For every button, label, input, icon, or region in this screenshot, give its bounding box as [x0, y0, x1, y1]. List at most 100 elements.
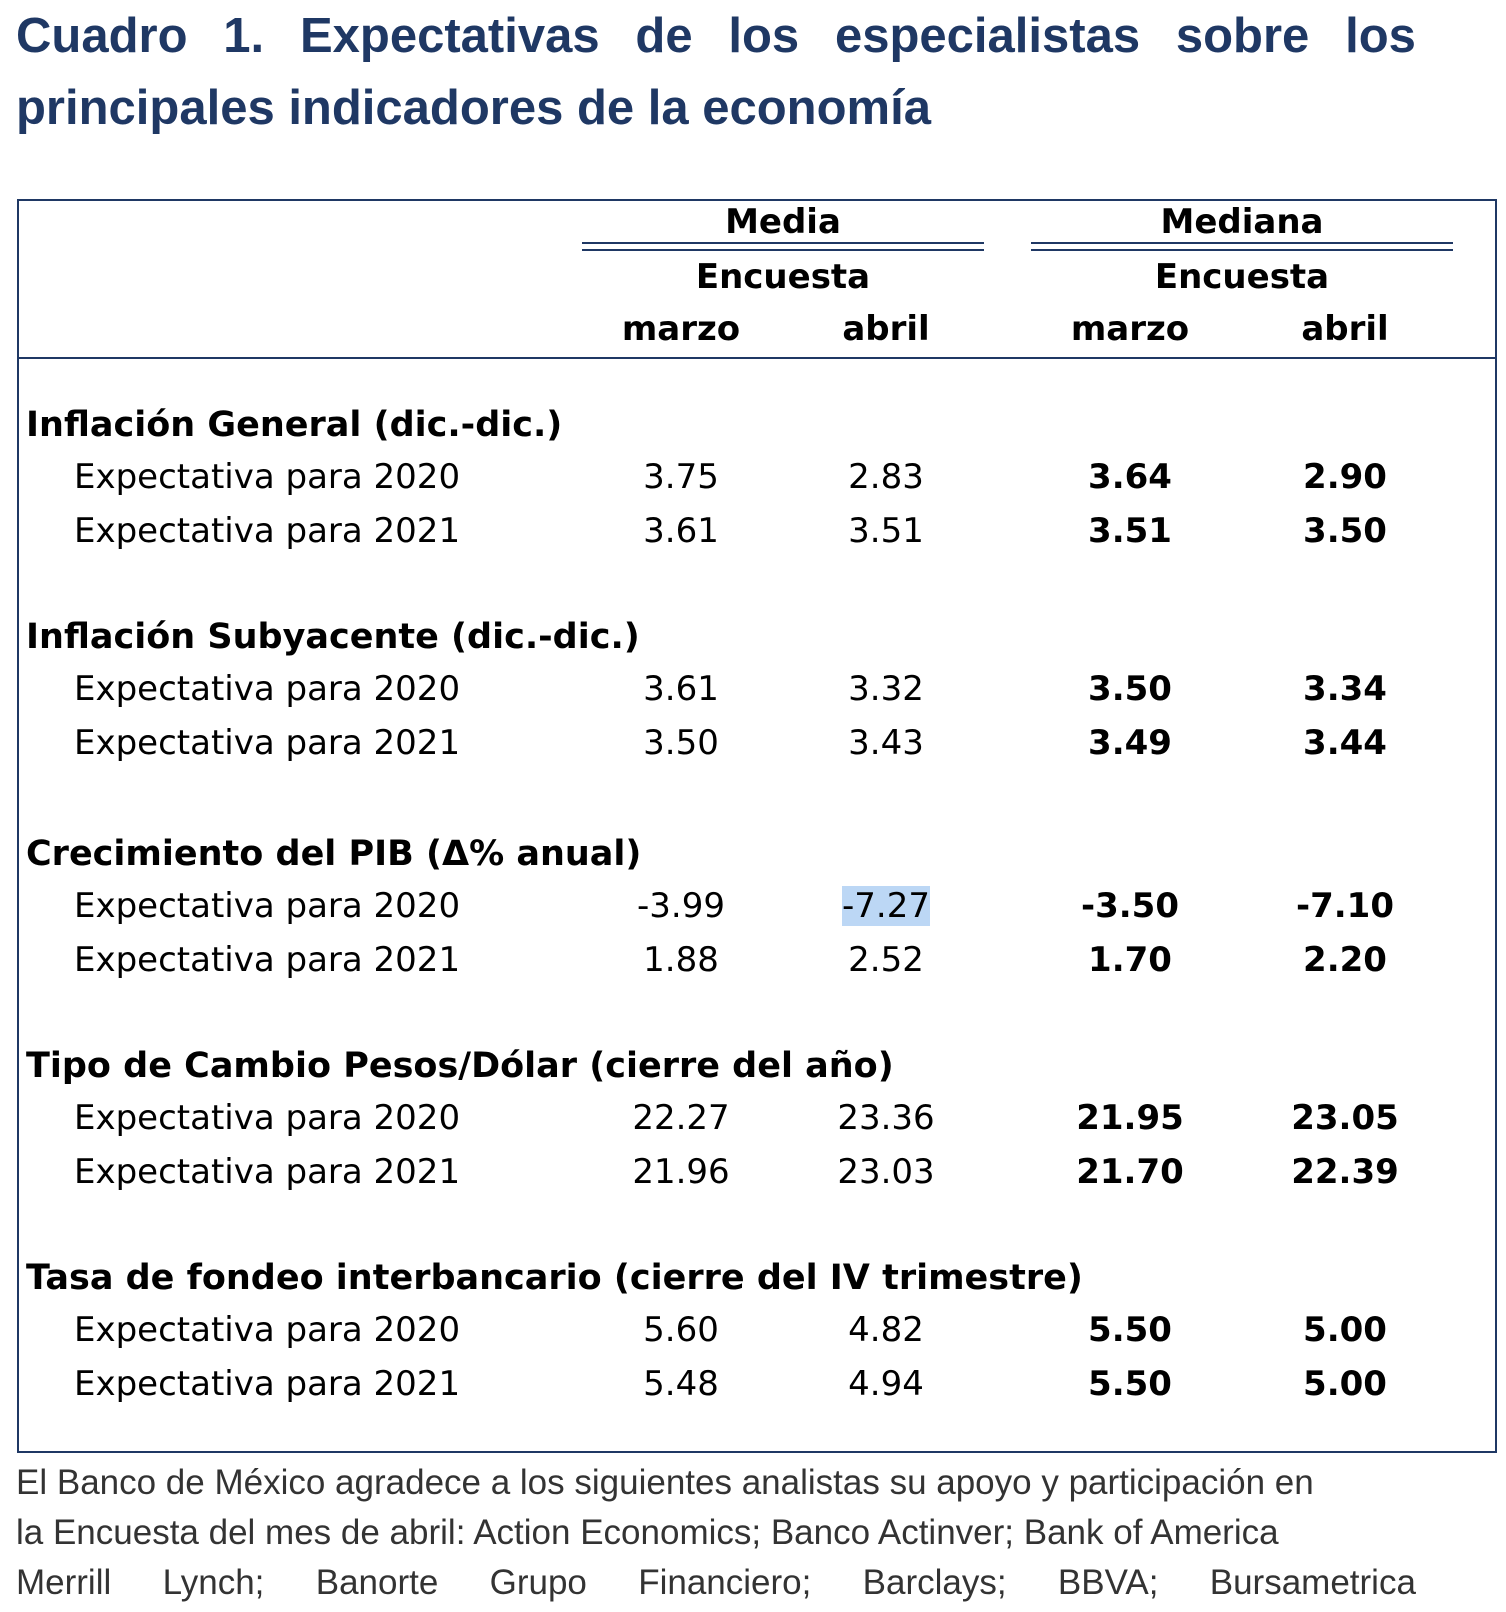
table-cell: 3.61 — [601, 669, 761, 709]
header-media-abril: abril — [842, 309, 930, 349]
cell-value: 3.44 — [1303, 723, 1387, 763]
table-cell: 3.51 — [1050, 511, 1210, 551]
table-cell: 21.95 — [1050, 1098, 1210, 1138]
table-cell: 23.05 — [1265, 1098, 1425, 1138]
table-cell: 21.96 — [601, 1152, 761, 1192]
table-cell: 1.88 — [601, 940, 761, 980]
table-cell: 5.48 — [601, 1364, 761, 1404]
table-cell: 5.50 — [1050, 1310, 1210, 1350]
footnote-line-3: Merrill Lynch; Banorte Grupo Financiero; Barc… — [16, 1558, 1416, 1608]
header-encuesta-mediana: Encuesta — [1154, 257, 1330, 297]
cell-value: 21.70 — [1076, 1152, 1184, 1192]
title-line-2: principales indicadores de la economía — [16, 81, 931, 135]
cell-value: 3.75 — [643, 457, 719, 497]
cell-value: 1.70 — [1088, 940, 1172, 980]
cell-value: 3.61 — [643, 511, 719, 551]
footnote-word: Merrill — [16, 1563, 112, 1602]
header-rule — [17, 357, 1497, 359]
table-cell: -3.99 — [601, 886, 761, 926]
footnote-word: Grupo — [489, 1563, 587, 1602]
footnote-word: BBVA; — [1057, 1563, 1159, 1602]
table-cell: 3.64 — [1050, 457, 1210, 497]
table-cell: 5.50 — [1050, 1364, 1210, 1404]
table-cell: 5.60 — [601, 1310, 761, 1350]
table-cell: 3.34 — [1265, 669, 1425, 709]
header-media-marzo: marzo — [621, 309, 741, 349]
title-word: 1. — [223, 9, 265, 63]
table-cell: 22.27 — [601, 1098, 761, 1138]
row-label: Expectativa para 2021 — [74, 1152, 461, 1192]
cell-value: 3.50 — [1088, 669, 1172, 709]
row-label: Expectativa para 2021 — [74, 511, 461, 551]
cell-value: 23.03 — [837, 1152, 935, 1192]
row-label: Expectativa para 2021 — [74, 940, 461, 980]
table-cell: 4.82 — [806, 1310, 966, 1350]
cell-value: 21.96 — [632, 1152, 730, 1192]
title-word: los — [728, 9, 800, 63]
cell-value: 5.00 — [1303, 1310, 1387, 1350]
cell-value: 4.94 — [848, 1364, 924, 1404]
table-cell: 3.75 — [601, 457, 761, 497]
cell-value: -3.50 — [1081, 886, 1179, 926]
table-cell: -7.10 — [1265, 886, 1425, 926]
header-mediana-marzo: marzo — [1070, 309, 1190, 349]
cell-value: 1.88 — [643, 940, 719, 980]
cell-value: -7.10 — [1296, 886, 1394, 926]
table-cell: 5.00 — [1265, 1310, 1425, 1350]
table-cell: 3.50 — [1265, 511, 1425, 551]
cell-value: 22.39 — [1291, 1152, 1399, 1192]
section-title: Inflación Subyacente (dic.-dic.) — [26, 617, 640, 657]
table-cell: 3.43 — [806, 723, 966, 763]
cell-value: 3.32 — [848, 669, 924, 709]
cell-value: 22.27 — [632, 1098, 730, 1138]
cell-value: -7.27 — [842, 886, 930, 926]
table-cell: 3.32 — [806, 669, 966, 709]
table-cell: 22.39 — [1265, 1152, 1425, 1192]
cell-value: 21.95 — [1076, 1098, 1184, 1138]
row-label: Expectativa para 2020 — [74, 1098, 461, 1138]
cell-value: 2.90 — [1303, 457, 1387, 497]
cell-value: 5.50 — [1088, 1310, 1172, 1350]
row-label: Expectativa para 2021 — [74, 1364, 461, 1404]
cell-value: 2.52 — [848, 940, 924, 980]
row-label: Expectativa para 2020 — [74, 1310, 461, 1350]
cell-value: 3.64 — [1088, 457, 1172, 497]
title-word: Cuadro — [16, 9, 188, 63]
cell-value: 5.60 — [643, 1310, 719, 1350]
footnote: El Banco de México agradece a los siguie… — [16, 1458, 1416, 1608]
cell-value: 3.51 — [1088, 511, 1172, 551]
header-encuesta-media: Encuesta — [695, 257, 871, 297]
table-cell: 3.44 — [1265, 723, 1425, 763]
cell-value: 5.48 — [643, 1364, 719, 1404]
title-word: los — [1345, 9, 1416, 63]
table-cell: 2.52 — [806, 940, 966, 980]
table-cell: 5.00 — [1265, 1364, 1425, 1404]
cell-value: 3.50 — [643, 723, 719, 763]
table-cell: 3.50 — [1050, 669, 1210, 709]
footnote-word: Bursametrica — [1209, 1563, 1416, 1602]
cell-value: -3.99 — [637, 886, 725, 926]
cell-value: 3.43 — [848, 723, 924, 763]
expectations-table — [17, 199, 1497, 1453]
title-line-1: Cuadro 1. Expectativas de los especialistas so… — [16, 0, 1416, 72]
footnote-word: Lynch; — [162, 1563, 265, 1602]
footnote-word: Financiero; — [638, 1563, 812, 1602]
cell-value: 4.82 — [848, 1310, 924, 1350]
row-label: Expectativa para 2020 — [74, 457, 461, 497]
title-word: especialistas — [834, 9, 1141, 63]
title-word: Expectativas — [299, 9, 600, 63]
table-cell: 2.83 — [806, 457, 966, 497]
table-cell: 2.20 — [1265, 940, 1425, 980]
cell-value: 2.20 — [1303, 940, 1387, 980]
cell-value: 3.51 — [848, 511, 924, 551]
cell-value: 23.05 — [1291, 1098, 1399, 1138]
section-title: Crecimiento del PIB (Δ% anual) — [26, 834, 642, 874]
mediana-double-rule — [1031, 242, 1453, 251]
section-title: Inflación General (dic.-dic.) — [26, 405, 563, 445]
table-cell: 3.51 — [806, 511, 966, 551]
section-title: Tasa de fondeo interbancario (cierre del… — [26, 1258, 1083, 1298]
table-cell: -3.50 — [1050, 886, 1210, 926]
title-word: de — [635, 9, 693, 63]
table-cell: 2.90 — [1265, 457, 1425, 497]
cell-value: 3.49 — [1088, 723, 1172, 763]
